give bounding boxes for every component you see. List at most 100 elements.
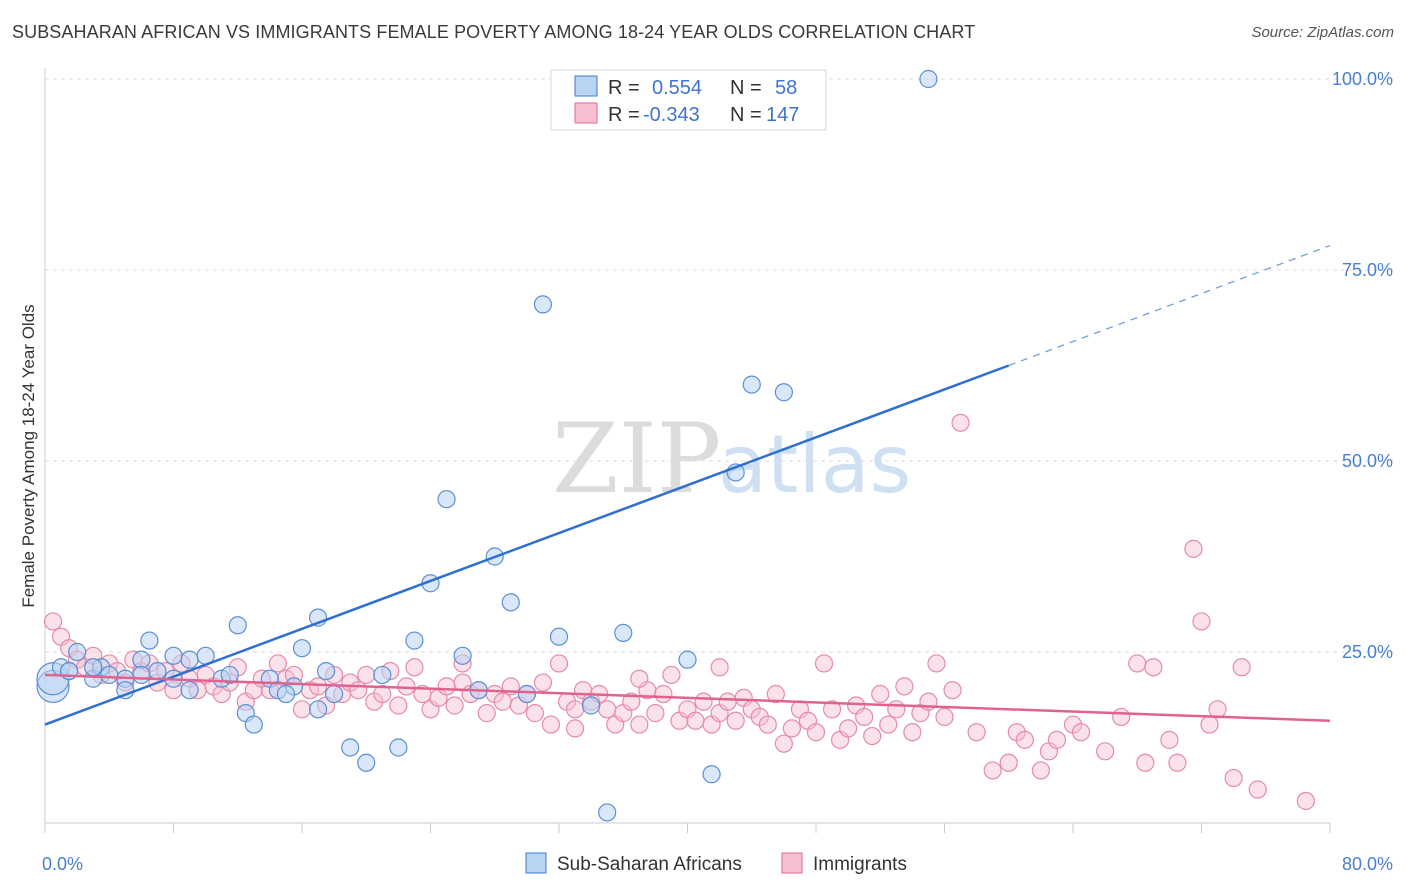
immigrants-point-31 [292,700,312,719]
source-label: Source: ZipAtlas.com [1251,24,1394,41]
immigrants-point-96 [814,654,834,673]
sub-saharan-point-29 [389,738,408,757]
sub-saharan-point-46 [84,658,103,677]
immigrants-point-132 [1192,612,1211,631]
immigrants-point-50 [445,696,464,715]
immigrants-point-103 [871,684,890,704]
immigrants-point-107 [903,723,922,742]
sub-saharan-point-22 [292,639,312,658]
immigrants-point-80 [686,711,705,730]
immigrants-point-60 [525,704,545,723]
immigrants-point-95 [806,723,826,742]
immigrants-point-130 [1168,753,1187,772]
immigrants-point-113 [951,413,970,432]
y-tick-label-2: 75.0% [1342,260,1393,280]
immigrants-points [43,413,1316,811]
immigrants-point-134 [1208,700,1227,719]
stats-n-label-2: N = [730,104,762,126]
sub-saharan-point-4 [68,642,87,662]
sub-saharan-point-57 [919,69,938,89]
trend-lines [44,244,1331,726]
x-tick-label-1: 80.0% [1342,854,1393,874]
sub-saharan-point-42 [598,803,617,822]
series-legend-label-blue: Sub-Saharan Africans [557,854,742,875]
y-axis-label: Female Poverty Among 18-24 Year Olds [19,304,38,607]
immigrants-point-49 [437,677,456,696]
sub-saharan-point-54 [702,765,721,784]
sub-saharan-point-44 [678,650,697,669]
immigrants-point-33 [308,677,328,696]
sub-saharan-point-12 [164,646,183,665]
immigrants-point-81 [694,692,713,711]
immigrants-point-116 [999,753,1018,772]
immigrants-point-41 [373,684,392,704]
immigrants-point-43 [389,696,408,715]
immigrants-point-84 [718,692,737,711]
immigrants-point-63 [549,654,569,673]
immigrants-point-142 [710,658,729,677]
immigrants-point-54 [477,704,496,723]
immigrants-point-61 [533,673,553,692]
immigrants-point-0 [43,612,63,631]
immigrants-point-138 [1296,791,1316,811]
stats-r-label-1: R = [608,77,640,99]
sub-saharan-point-9 [132,650,151,669]
immigrants-point-125 [1112,707,1131,727]
immigrants-point-121 [1047,730,1067,749]
immigrants-point-115 [983,761,1002,780]
sub-saharan-point-18 [244,715,263,734]
immigrants-point-104 [879,715,898,734]
immigrants-point-106 [895,677,914,696]
grid-lines [45,78,1395,653]
immigrants-point-85 [726,711,745,730]
y-tick-label-1: 50.0% [1342,451,1393,471]
sub-saharan-point-10 [140,631,159,650]
immigrants-point-39 [357,665,376,685]
immigrants-point-105 [887,700,906,719]
sub-saharan-point-33 [453,646,472,665]
immigrants-point-119 [1031,761,1050,780]
immigrants-point-141 [630,669,649,688]
immigrants-point-123 [1071,723,1091,742]
stats-legend-swatch-pink [574,102,598,124]
sub-saharan-point-36 [501,593,520,612]
stats-n-label-1: N = [730,77,762,99]
immigrants-point-133 [1200,715,1219,734]
sub-saharan-point-53 [308,700,328,719]
sub-saharan-point-38 [533,295,553,314]
immigrants-point-129 [1160,730,1179,749]
immigrants-point-101 [855,707,874,727]
stats-r-value-1: 0.554 [652,77,702,99]
sub-saharan-point-30 [405,631,424,650]
series-legend-swatch-blue [525,852,547,874]
immigrants-point-38 [349,681,368,700]
stats-r-label-2: R = [608,104,640,126]
watermark-atlas: atlas [718,418,911,511]
immigrants-point-45 [405,658,424,677]
stats-legend: R = 0.554 N = 58 R = -0.343 N = 147 [550,69,827,131]
watermark-zip: ZIP [552,403,721,515]
immigrants-point-77 [662,665,681,685]
immigrants-point-127 [1136,753,1155,772]
immigrants-point-99 [839,719,858,738]
sub-saharan-point-50 [180,650,199,669]
series-legend: Sub-Saharan Africans Immigrants [525,852,907,875]
immigrants-point-110 [927,654,946,673]
immigrants-point-69 [598,700,617,719]
stats-r-value-2: -0.343 [643,104,700,126]
immigrants-point-65 [565,700,585,719]
immigrants-point-136 [1232,658,1251,677]
stats-n-value-2: 147 [766,104,799,126]
immigrants-point-76 [654,684,673,704]
immigrants-point-139 [565,719,585,738]
immigrants-point-92 [782,719,802,738]
sub-saharan-point-13 [180,681,199,700]
immigrants-point-62 [541,715,561,734]
immigrants-point-90 [766,684,785,704]
tick-labels: 25.0% 50.0% 75.0% 100.0% 0.0% 80.0% [42,69,1393,874]
sub-saharan-point-51 [220,665,239,685]
series-legend-label-pink: Immigrants [813,854,907,875]
immigrants-point-28 [268,654,288,673]
sub-saharan-point-55 [742,375,761,394]
series-legend-swatch-pink [781,852,803,874]
